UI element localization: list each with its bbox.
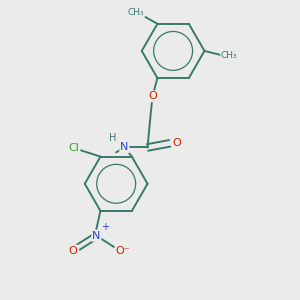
Text: CH₃: CH₃ [128,8,144,17]
Text: CH₃: CH₃ [221,51,238,60]
Text: +: + [100,223,109,232]
Text: O: O [148,91,157,101]
Text: N: N [92,231,100,241]
Text: O: O [172,138,181,148]
Text: O: O [69,246,78,256]
Text: N: N [120,142,129,152]
Text: Cl: Cl [69,143,80,153]
Text: O⁻: O⁻ [116,246,130,256]
Text: H: H [109,133,116,142]
